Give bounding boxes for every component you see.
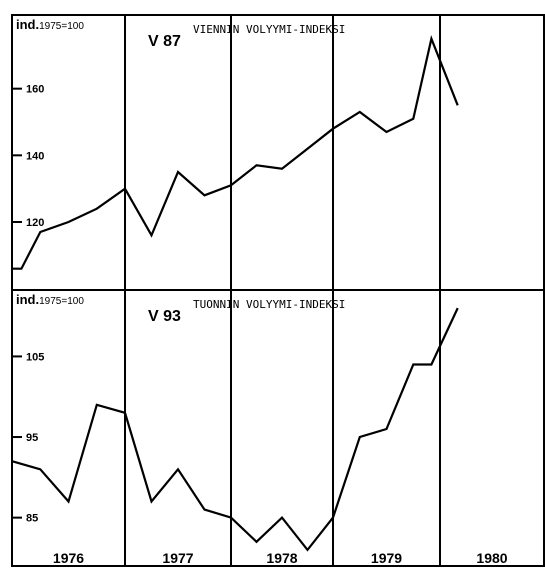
series-code: V 93 [148,308,181,325]
x-tick-label: 1980 [476,550,507,566]
x-tick-label: 1979 [371,550,402,566]
y-tick-label: 95 [26,432,38,444]
y-tick-label: 120 [26,217,44,229]
import-volume-panel: ind.1975=100 V 93 TUONNIN VOLYYMI-INDEKSI 8… [11,289,545,567]
y-axis-base: 1975=100 [39,21,84,32]
y-axis-base: 1975=100 [39,296,84,307]
y-tick-label: 85 [26,513,38,525]
series-code: V 87 [148,33,181,50]
x-tick-label: 1977 [162,550,193,566]
series-line [11,307,459,552]
panel-frame [11,14,545,291]
y-axis-unit: ind. [16,292,39,307]
chart-title: TUONNIN VOLYYMI-INDEKSI [193,298,345,311]
series-line [12,34,459,270]
chart-title: VIENNIN VOLYYMI-INDEKSI [193,23,345,36]
y-axis-unit: ind. [16,17,39,32]
y-tick-label: 160 [26,84,44,96]
year-axis: 1976 1977 1978 1979 1980 [53,550,508,566]
y-axis-unit-label: ind.1975=100 [16,17,84,32]
y-tick-label: 105 [26,351,44,363]
y-tick-label: 140 [26,150,44,162]
y-axis-unit-label: ind.1975=100 [16,292,84,307]
x-tick-label: 1976 [53,550,84,566]
export-volume-panel: ind.1975=100 V 87 VIENNIN VOLYYMI-INDEKSI 1… [11,14,545,291]
panel-frame [11,289,545,567]
x-tick-label: 1978 [266,550,297,566]
